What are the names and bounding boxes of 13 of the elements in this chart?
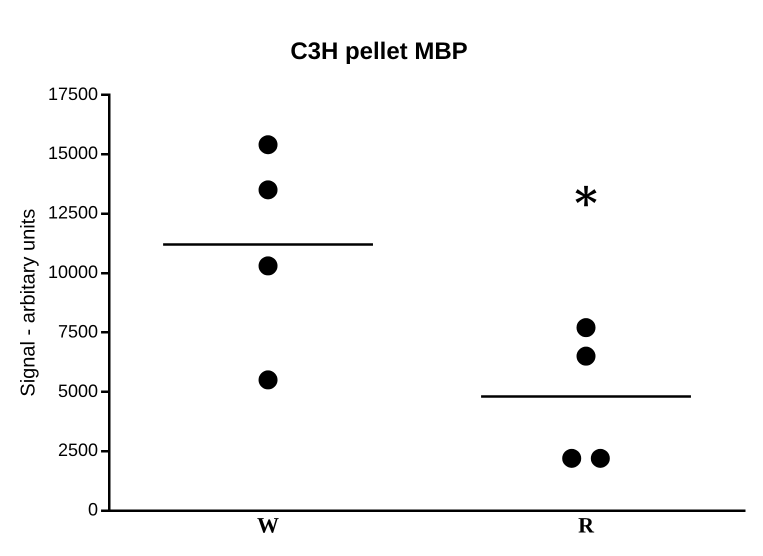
y-tick-label: 5000 [58,380,98,401]
y-tick-label: 2500 [58,440,98,460]
y-tick-label: 17500 [48,84,98,104]
y-tick-label: 7500 [58,321,98,342]
y-tick-label: 10000 [48,262,98,282]
chart-title: C3H pellet MBP [290,38,468,66]
x-tick-label: R [578,512,596,538]
x-tick-label: W [257,512,280,538]
y-tick-label: 15000 [48,143,98,164]
y-tick-label: 12500 [48,202,98,223]
y-tick-label: 0 [88,500,98,520]
y-axis-title: Signal - arbitary units [18,208,40,397]
annotation: * [574,178,598,230]
